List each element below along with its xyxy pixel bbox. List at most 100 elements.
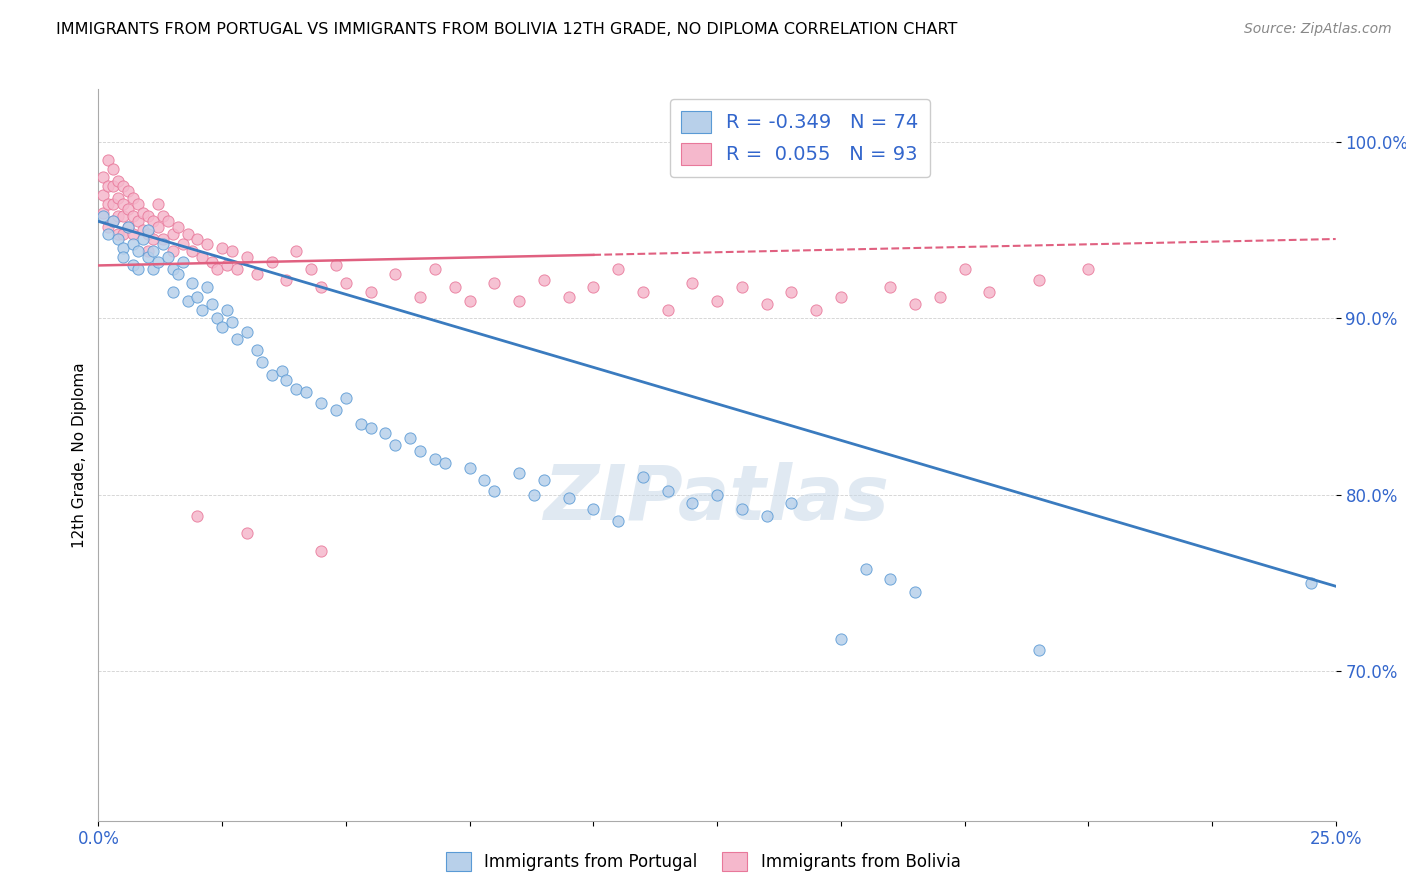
Point bbox=[325, 259, 347, 273]
Point bbox=[755, 297, 778, 311]
Point bbox=[166, 219, 188, 234]
Point bbox=[97, 196, 120, 211]
Point bbox=[162, 285, 184, 299]
Point bbox=[260, 255, 283, 269]
Point bbox=[433, 456, 456, 470]
Point bbox=[142, 232, 165, 246]
Point bbox=[122, 227, 145, 241]
Point bbox=[221, 244, 243, 259]
Point bbox=[879, 572, 901, 586]
Point bbox=[107, 227, 129, 241]
Point bbox=[93, 188, 115, 202]
Point bbox=[122, 192, 145, 206]
Point bbox=[731, 279, 754, 293]
Point bbox=[127, 244, 149, 259]
Point bbox=[780, 496, 803, 510]
Point bbox=[458, 293, 481, 308]
Point bbox=[309, 279, 332, 293]
Point bbox=[166, 267, 188, 281]
Point bbox=[360, 285, 382, 299]
Point bbox=[607, 514, 630, 528]
Point bbox=[879, 279, 901, 293]
Point bbox=[156, 214, 179, 228]
Point bbox=[953, 262, 976, 277]
Point bbox=[152, 232, 174, 246]
Point bbox=[127, 262, 149, 277]
Point bbox=[142, 244, 165, 259]
Point bbox=[97, 179, 120, 194]
Point bbox=[122, 237, 145, 252]
Point bbox=[112, 227, 135, 241]
Point bbox=[97, 227, 120, 241]
Point bbox=[181, 276, 204, 290]
Point bbox=[186, 232, 208, 246]
Point bbox=[299, 262, 322, 277]
Point bbox=[201, 297, 224, 311]
Point bbox=[93, 205, 115, 219]
Point bbox=[706, 293, 728, 308]
Point bbox=[374, 425, 396, 440]
Text: IMMIGRANTS FROM PORTUGAL VS IMMIGRANTS FROM BOLIVIA 12TH GRADE, NO DIPLOMA CORRE: IMMIGRANTS FROM PORTUGAL VS IMMIGRANTS F… bbox=[56, 22, 957, 37]
Point bbox=[97, 153, 120, 167]
Point bbox=[127, 196, 149, 211]
Point bbox=[217, 259, 239, 273]
Point bbox=[1028, 272, 1050, 286]
Point bbox=[191, 250, 214, 264]
Point bbox=[1077, 262, 1099, 277]
Point bbox=[236, 326, 259, 340]
Point bbox=[474, 474, 496, 488]
Point bbox=[523, 487, 546, 501]
Point bbox=[122, 209, 145, 223]
Point bbox=[156, 250, 179, 264]
Point bbox=[117, 219, 139, 234]
Point bbox=[508, 293, 530, 308]
Point bbox=[176, 227, 198, 241]
Point bbox=[706, 487, 728, 501]
Point bbox=[360, 420, 382, 434]
Point bbox=[107, 174, 129, 188]
Text: Source: ZipAtlas.com: Source: ZipAtlas.com bbox=[1244, 22, 1392, 37]
Point bbox=[295, 385, 318, 400]
Point bbox=[191, 302, 214, 317]
Point bbox=[103, 214, 125, 228]
Point bbox=[211, 320, 233, 334]
Y-axis label: 12th Grade, No Diploma: 12th Grade, No Diploma bbox=[72, 362, 87, 548]
Point bbox=[103, 161, 125, 176]
Point bbox=[107, 192, 129, 206]
Point bbox=[186, 290, 208, 304]
Point bbox=[423, 452, 446, 467]
Point bbox=[285, 244, 308, 259]
Point bbox=[152, 237, 174, 252]
Point bbox=[103, 179, 125, 194]
Point bbox=[285, 382, 308, 396]
Point bbox=[1028, 642, 1050, 657]
Point bbox=[508, 467, 530, 481]
Point bbox=[236, 250, 259, 264]
Point bbox=[409, 290, 432, 304]
Point bbox=[217, 302, 239, 317]
Point bbox=[325, 403, 347, 417]
Point bbox=[122, 259, 145, 273]
Legend: Immigrants from Portugal, Immigrants from Bolivia: Immigrants from Portugal, Immigrants fro… bbox=[437, 843, 969, 880]
Point bbox=[582, 279, 605, 293]
Point bbox=[107, 209, 129, 223]
Point bbox=[152, 209, 174, 223]
Point bbox=[582, 501, 605, 516]
Point bbox=[117, 219, 139, 234]
Point bbox=[132, 223, 155, 237]
Point bbox=[423, 262, 446, 277]
Point bbox=[657, 302, 679, 317]
Point bbox=[221, 315, 243, 329]
Point bbox=[162, 227, 184, 241]
Point bbox=[236, 526, 259, 541]
Point bbox=[205, 311, 228, 326]
Point bbox=[172, 237, 194, 252]
Point bbox=[484, 484, 506, 499]
Point bbox=[112, 250, 135, 264]
Point bbox=[93, 209, 115, 223]
Point bbox=[162, 262, 184, 277]
Point bbox=[855, 561, 877, 575]
Point bbox=[146, 196, 169, 211]
Point bbox=[103, 214, 125, 228]
Point bbox=[112, 209, 135, 223]
